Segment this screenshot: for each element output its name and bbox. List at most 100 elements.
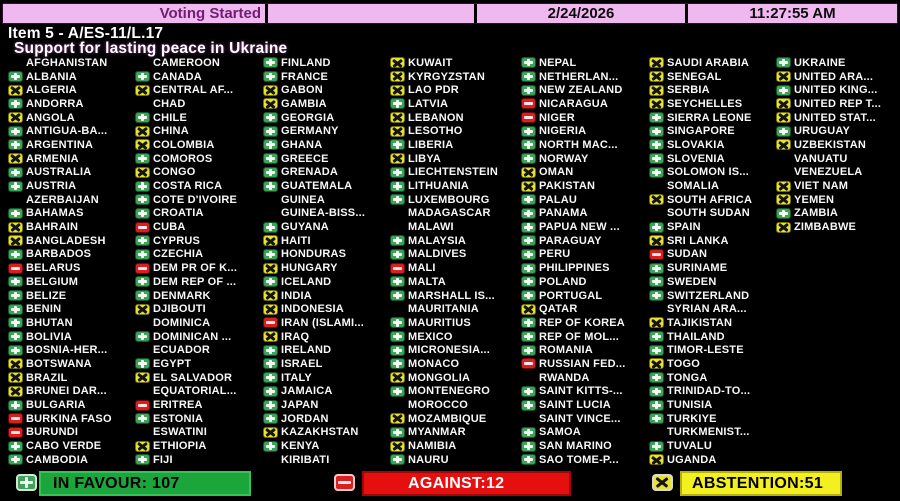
country-row: TURKMENIST... bbox=[649, 426, 776, 440]
country-name: SWEDEN bbox=[667, 275, 717, 288]
in-favour-vote-icon bbox=[521, 262, 536, 274]
in-favour-vote-icon bbox=[649, 385, 664, 397]
in-favour-vote-icon bbox=[390, 454, 405, 466]
country-row: EGYPT bbox=[135, 357, 263, 371]
country-name: EL SALVADOR bbox=[153, 371, 233, 384]
country-name: DOMINICAN ... bbox=[153, 330, 232, 343]
in-favour-vote-icon bbox=[8, 207, 23, 219]
country-row: SAINT VINCE... bbox=[521, 412, 649, 426]
country-row: CHILE bbox=[135, 111, 263, 125]
country-name: NIGER bbox=[539, 111, 575, 124]
country-name: NAURU bbox=[408, 453, 449, 466]
in-favour-vote-icon bbox=[263, 385, 278, 397]
country-row: BAHAMAS bbox=[8, 207, 135, 221]
abstention-vote-icon bbox=[8, 153, 23, 165]
country-row: DEM REP OF ... bbox=[135, 275, 263, 289]
in-favour-vote-icon bbox=[135, 248, 150, 260]
in-favour-vote-icon bbox=[263, 372, 278, 384]
in-favour-vote-icon bbox=[8, 166, 23, 178]
country-row: CAMEROON bbox=[135, 56, 263, 70]
country-row: CENTRAL AF... bbox=[135, 83, 263, 97]
country-name: ZAMBIA bbox=[794, 207, 838, 220]
country-name: GRENADA bbox=[281, 166, 339, 179]
in-favour-vote-icon bbox=[649, 413, 664, 425]
country-name: HAITI bbox=[281, 234, 311, 247]
country-name: SERBIA bbox=[667, 84, 710, 97]
country-name: RUSSIAN FED... bbox=[539, 357, 626, 370]
abstention-vote-icon bbox=[390, 153, 405, 165]
against-vote-icon bbox=[521, 98, 536, 110]
no-vote-icon bbox=[263, 208, 278, 219]
country-name: COSTA RICA bbox=[153, 180, 223, 193]
country-row: PAKISTAN bbox=[521, 179, 649, 193]
country-name: BELARUS bbox=[26, 262, 81, 275]
against-vote-icon bbox=[135, 221, 150, 233]
country-name: CZECHIA bbox=[153, 248, 204, 261]
country-name: NEW ZEALAND bbox=[539, 84, 623, 97]
no-vote-icon bbox=[390, 304, 405, 315]
country-row: HUNGARY bbox=[263, 261, 390, 275]
country-row: FINLAND bbox=[263, 56, 390, 70]
country-name: ARGENTINA bbox=[26, 138, 94, 151]
country-row: SWITZERLAND bbox=[649, 289, 776, 303]
country-row: BANGLADESH bbox=[8, 234, 135, 248]
in-favour-vote-icon bbox=[521, 194, 536, 206]
country-row: UNITED ARA... bbox=[776, 70, 896, 84]
country-name: GUATEMALA bbox=[281, 180, 353, 193]
abstention-vote-icon bbox=[649, 454, 664, 466]
country-name: ITALY bbox=[281, 371, 312, 384]
country-name: ANTIGUA-BA... bbox=[26, 125, 108, 138]
country-name: ZIMBABWE bbox=[794, 221, 857, 234]
country-row: ICELAND bbox=[263, 275, 390, 289]
in-favour-vote-icon bbox=[135, 180, 150, 192]
country-row: ZIMBABWE bbox=[776, 220, 896, 234]
country-name: SIERRA LEONE bbox=[667, 111, 752, 124]
country-name: TRINIDAD-TO... bbox=[667, 385, 751, 398]
country-name: ALGERIA bbox=[26, 84, 77, 97]
in-favour-vote-icon bbox=[521, 385, 536, 397]
country-row: LIBYA bbox=[390, 152, 521, 166]
country-name: DEM REP OF ... bbox=[153, 275, 237, 288]
country-row: NEPAL bbox=[521, 56, 649, 70]
in-favour-vote-icon bbox=[521, 317, 536, 329]
country-row: SWEDEN bbox=[649, 275, 776, 289]
abstention-vote-icon bbox=[135, 166, 150, 178]
country-name: SUDAN bbox=[667, 248, 708, 261]
against-vote-icon bbox=[8, 262, 23, 274]
country-row: ALGERIA bbox=[8, 83, 135, 97]
no-vote-icon bbox=[135, 98, 150, 109]
country-name: ETHIOPIA bbox=[153, 440, 207, 453]
country-name: JORDAN bbox=[281, 412, 329, 425]
country-name: NETHERLAN... bbox=[539, 70, 619, 83]
abstention-vote-icon bbox=[776, 112, 791, 124]
in-favour-vote-icon bbox=[521, 221, 536, 233]
country-name: UZBEKISTAN bbox=[794, 138, 867, 151]
no-vote-icon bbox=[135, 57, 150, 68]
country-name: QATAR bbox=[539, 303, 578, 316]
abstention-vote-icon bbox=[521, 166, 536, 178]
against-vote-icon bbox=[8, 426, 23, 438]
country-row: EQUATORIAL... bbox=[135, 385, 263, 399]
country-name: VIET NAM bbox=[794, 180, 849, 193]
country-name: TUVALU bbox=[667, 440, 712, 453]
against-vote-icon bbox=[263, 317, 278, 329]
country-name: SOLOMON IS... bbox=[667, 166, 750, 179]
country-row: SYRIAN ARA... bbox=[649, 302, 776, 316]
country-row: TOGO bbox=[649, 357, 776, 371]
country-name: IRELAND bbox=[281, 344, 332, 357]
country-name: SOMALIA bbox=[667, 180, 720, 193]
country-row: MOROCCO bbox=[390, 398, 521, 412]
in-favour-vote-icon bbox=[521, 235, 536, 247]
in-favour-vote-icon bbox=[521, 426, 536, 438]
in-favour-vote-icon bbox=[263, 248, 278, 260]
country-row: QATAR bbox=[521, 302, 649, 316]
country-row: UKRAINE bbox=[776, 56, 896, 70]
abstention-vote-icon bbox=[521, 303, 536, 315]
country-name: GUINEA-BISS... bbox=[281, 207, 366, 220]
country-name: LESOTHO bbox=[408, 125, 463, 138]
country-name: POLAND bbox=[539, 275, 587, 288]
country-name: OMAN bbox=[539, 166, 574, 179]
in-favour-vote-icon bbox=[135, 71, 150, 83]
in-favour-vote-icon bbox=[521, 71, 536, 83]
abstention-vote-icon bbox=[649, 317, 664, 329]
